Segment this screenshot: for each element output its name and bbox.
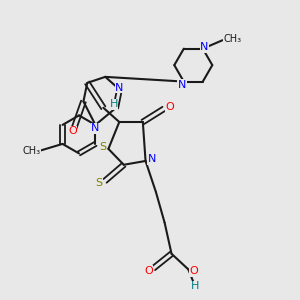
- Text: N: N: [178, 80, 186, 90]
- Text: N: N: [115, 83, 124, 93]
- Text: N: N: [200, 42, 209, 52]
- Text: N: N: [91, 123, 100, 134]
- Text: O: O: [68, 126, 77, 136]
- Text: S: S: [100, 142, 107, 152]
- Text: O: O: [144, 266, 153, 276]
- Text: O: O: [189, 266, 198, 276]
- Text: CH₃: CH₃: [23, 146, 41, 155]
- Text: CH₃: CH₃: [224, 34, 242, 44]
- Text: H: H: [110, 99, 118, 109]
- Text: O: O: [166, 102, 174, 112]
- Text: S: S: [95, 178, 102, 188]
- Text: N: N: [148, 154, 156, 164]
- Text: H: H: [191, 281, 200, 291]
